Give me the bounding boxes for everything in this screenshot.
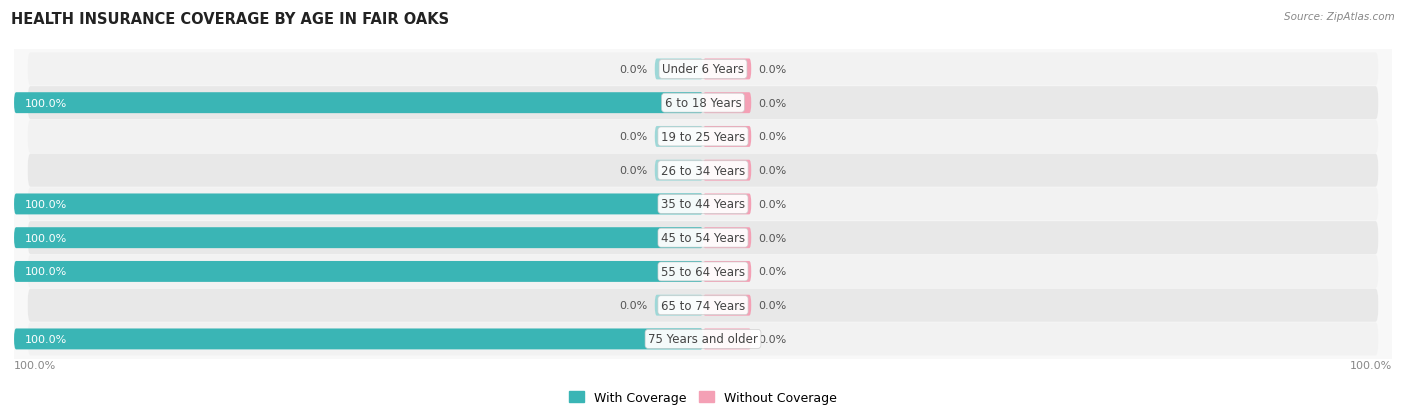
Text: 55 to 64 Years: 55 to 64 Years [661,265,745,278]
FancyBboxPatch shape [28,87,1378,120]
Text: 0.0%: 0.0% [758,199,786,209]
Text: 100.0%: 100.0% [1350,360,1392,370]
Text: 65 to 74 Years: 65 to 74 Years [661,299,745,312]
Legend: With Coverage, Without Coverage: With Coverage, Without Coverage [564,386,842,409]
FancyBboxPatch shape [703,93,751,114]
Text: 35 to 44 Years: 35 to 44 Years [661,198,745,211]
FancyBboxPatch shape [28,188,1378,221]
Text: 26 to 34 Years: 26 to 34 Years [661,164,745,177]
FancyBboxPatch shape [703,329,751,349]
FancyBboxPatch shape [655,295,703,316]
FancyBboxPatch shape [655,160,703,181]
FancyBboxPatch shape [14,228,703,249]
Text: 0.0%: 0.0% [758,98,786,109]
Text: 0.0%: 0.0% [758,334,786,344]
Text: HEALTH INSURANCE COVERAGE BY AGE IN FAIR OAKS: HEALTH INSURANCE COVERAGE BY AGE IN FAIR… [11,12,450,27]
Text: Source: ZipAtlas.com: Source: ZipAtlas.com [1284,12,1395,22]
FancyBboxPatch shape [703,160,751,181]
FancyBboxPatch shape [14,261,703,282]
FancyBboxPatch shape [655,59,703,80]
Text: 0.0%: 0.0% [758,166,786,176]
Text: 75 Years and older: 75 Years and older [648,332,758,346]
Text: 0.0%: 0.0% [620,132,648,142]
Text: 0.0%: 0.0% [758,267,786,277]
Text: 100.0%: 100.0% [24,334,66,344]
Text: 100.0%: 100.0% [24,233,66,243]
Text: 100.0%: 100.0% [24,267,66,277]
Text: 19 to 25 Years: 19 to 25 Years [661,131,745,144]
Text: 100.0%: 100.0% [24,199,66,209]
Text: 0.0%: 0.0% [620,166,648,176]
FancyBboxPatch shape [28,121,1378,154]
Text: 0.0%: 0.0% [758,132,786,142]
FancyBboxPatch shape [28,154,1378,187]
Text: 0.0%: 0.0% [758,300,786,311]
Text: 0.0%: 0.0% [758,233,786,243]
Text: 0.0%: 0.0% [620,300,648,311]
FancyBboxPatch shape [703,261,751,282]
FancyBboxPatch shape [14,93,703,114]
FancyBboxPatch shape [655,127,703,147]
Text: Under 6 Years: Under 6 Years [662,63,744,76]
FancyBboxPatch shape [28,255,1378,288]
FancyBboxPatch shape [28,289,1378,322]
Text: 6 to 18 Years: 6 to 18 Years [665,97,741,110]
FancyBboxPatch shape [28,323,1378,356]
FancyBboxPatch shape [703,59,751,80]
Text: 0.0%: 0.0% [758,65,786,75]
Text: 0.0%: 0.0% [620,65,648,75]
FancyBboxPatch shape [703,194,751,215]
FancyBboxPatch shape [703,228,751,249]
Text: 45 to 54 Years: 45 to 54 Years [661,232,745,244]
FancyBboxPatch shape [703,127,751,147]
Text: 100.0%: 100.0% [14,360,56,370]
FancyBboxPatch shape [28,53,1378,86]
FancyBboxPatch shape [14,194,703,215]
FancyBboxPatch shape [703,295,751,316]
FancyBboxPatch shape [14,329,703,349]
FancyBboxPatch shape [28,222,1378,254]
Text: 100.0%: 100.0% [24,98,66,109]
